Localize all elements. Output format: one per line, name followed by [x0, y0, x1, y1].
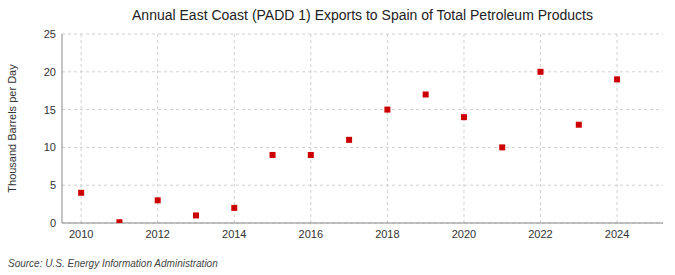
x-grid-line	[617, 34, 618, 223]
y-tick-label: 20	[44, 66, 56, 78]
point	[308, 152, 314, 158]
y-grid-line	[62, 223, 663, 224]
point	[270, 152, 276, 158]
point	[193, 212, 199, 218]
chart-svg: 2010 2012 2014 2016 2018 2020 2022 2024 0 5 10 15 20…	[0, 0, 675, 275]
point	[461, 114, 467, 120]
y-tick-label: 15	[44, 104, 56, 116]
point	[231, 205, 237, 211]
y-tick-label: 25	[44, 28, 56, 40]
y-axis-line	[62, 34, 63, 223]
x-axis-line	[62, 223, 663, 224]
x-tick-label: 2022	[528, 228, 552, 240]
point	[155, 197, 161, 203]
y-grid-line	[62, 185, 663, 186]
title: Annual East Coast (PADD 1) Exports to Sp…	[132, 7, 593, 23]
source-note: Source: U.S. Energy Information Administ…	[8, 258, 218, 269]
point	[78, 190, 84, 196]
y-grid-line	[62, 71, 663, 72]
x-tick-label: 2012	[145, 228, 169, 240]
point	[576, 122, 582, 128]
x-grid-line	[157, 34, 158, 223]
point	[614, 76, 620, 82]
point	[538, 69, 544, 75]
x-grid-line	[234, 34, 235, 223]
x-tick-label: 2010	[69, 228, 93, 240]
tick-labels: 2010 2012 2014 2016 2018 2020 2022 2024 0 5 10 15 20…	[44, 28, 630, 240]
point	[346, 137, 352, 143]
x-grid-line	[463, 34, 464, 223]
x-tick-label: 2018	[375, 228, 399, 240]
point	[499, 144, 505, 150]
y-tick-label: 5	[50, 179, 56, 191]
y-grid-line	[62, 147, 663, 148]
points	[78, 69, 620, 223]
y-axis-label: Thousand Barrels per Day	[6, 64, 18, 193]
x-grid-line	[540, 34, 541, 223]
chart-container: 2010 2012 2014 2016 2018 2020 2022 2024 0 5 10 15 20…	[0, 0, 675, 275]
grid	[62, 34, 663, 223]
x-grid-line	[310, 34, 311, 223]
y-grid-line	[62, 34, 663, 35]
x-tick-label: 2020	[452, 228, 476, 240]
y-tick-label: 0	[50, 217, 56, 229]
x-tick-label: 2014	[222, 228, 246, 240]
point	[384, 107, 390, 113]
point	[116, 219, 122, 223]
y-grid-line	[62, 109, 663, 110]
x-tick-label: 2016	[299, 228, 323, 240]
point	[423, 91, 429, 97]
x-tick-label: 2024	[605, 228, 629, 240]
y-tick-label: 10	[44, 141, 56, 153]
x-grid-line	[387, 34, 388, 223]
